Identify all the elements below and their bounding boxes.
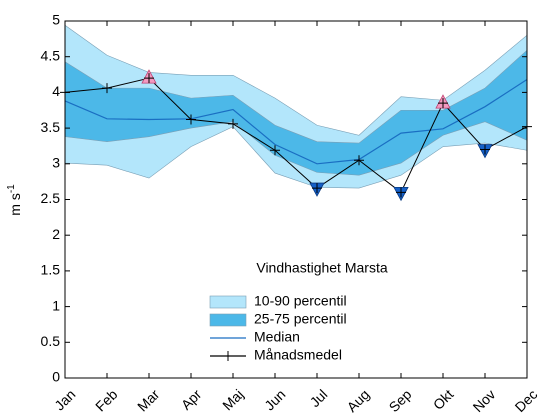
- mean-marker: [354, 155, 364, 166]
- line: [64, 77, 528, 194]
- y-tick-label: 1: [52, 297, 60, 313]
- mean-marker: [102, 83, 112, 94]
- legend-label: 25-75 percentil: [254, 311, 347, 327]
- x-tick-label: Jul: [307, 386, 331, 410]
- x-tick-label: Okt: [430, 386, 457, 413]
- mean-marker: [396, 187, 406, 198]
- mean-marker: [312, 183, 322, 194]
- x-tick-label: Sep: [386, 386, 415, 415]
- mean-marker: [480, 144, 490, 155]
- y-label-sup: -1: [6, 184, 17, 193]
- y-tick-label: 3: [52, 155, 60, 171]
- mean-marker: [144, 73, 154, 84]
- x-tick-label: Nov: [470, 386, 499, 415]
- y-tick-label: 4.5: [41, 47, 61, 63]
- mean-marker: [228, 118, 238, 129]
- y-tick-label: 1.5: [41, 262, 61, 278]
- legend-marker: [223, 351, 233, 361]
- x-tick-label: Apr: [178, 386, 205, 413]
- y-tick-label: 0.5: [41, 333, 61, 349]
- legend-label: Median: [254, 329, 300, 345]
- y-label-text: m s-1: [6, 184, 23, 216]
- y-label-main: m s: [7, 193, 23, 216]
- mean-marker: [438, 98, 448, 109]
- legend-label: 10-90 percentil: [254, 293, 347, 309]
- y-tick-label: 3.5: [41, 119, 61, 135]
- x-tick-label: Maj: [219, 386, 246, 413]
- annotation: Vindhastighet Marsta: [256, 260, 387, 276]
- legend-label: Månadsmedel: [254, 347, 342, 363]
- x-tick-label: Dec: [512, 386, 541, 415]
- line: [64, 79, 528, 165]
- x-tick-label: Aug: [344, 386, 373, 415]
- y-tick-label: 2: [52, 226, 60, 242]
- mean-marker: [186, 114, 196, 125]
- x-tick-label: Jan: [51, 386, 78, 413]
- mean-marker: [270, 145, 280, 156]
- x-tick-label: Jun: [261, 386, 288, 413]
- y-tick-label: 2.5: [41, 190, 61, 206]
- y-axis-label: m s-1: [6, 184, 23, 216]
- y-tick-label: 4: [52, 83, 60, 99]
- x-tick-label: Mar: [134, 386, 163, 415]
- legend-swatch: [209, 313, 247, 327]
- y-tick-label: 5: [52, 12, 60, 28]
- y-tick-label: 0: [52, 369, 60, 385]
- legend-swatch: [209, 295, 247, 309]
- x-tick-label: Feb: [92, 386, 121, 415]
